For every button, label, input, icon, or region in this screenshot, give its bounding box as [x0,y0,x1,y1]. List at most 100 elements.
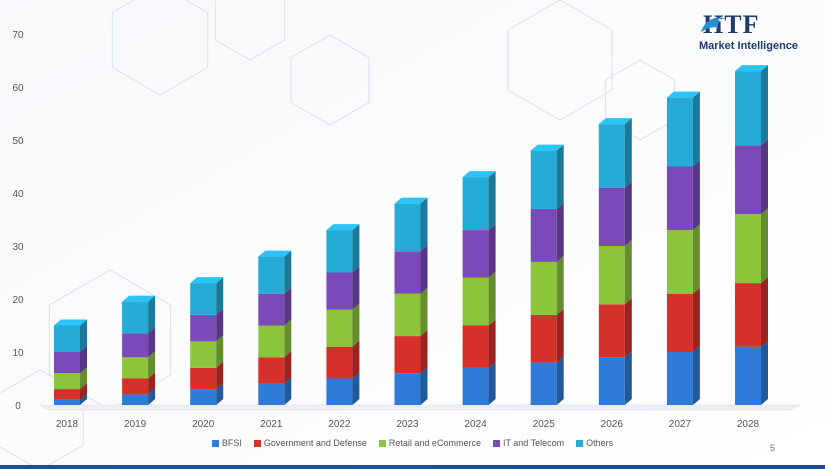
bar-segment-side [624,298,632,358]
y-tick-label: 40 [12,189,24,200]
bar-top-face [54,319,87,326]
bar-segment-side [420,197,428,252]
bar-top-face [394,197,428,204]
bar-stack-2020 [190,277,224,405]
bar-segment [666,293,693,352]
bar-segment [326,378,353,405]
bar-segment-side [624,118,632,188]
bar-segment-side [420,245,428,294]
y-tick-label: 10 [12,348,24,359]
bar-segment-side [488,319,496,368]
bar-segment-side [216,308,224,342]
bar-segment-side [624,181,632,246]
bar-segment [666,166,693,231]
legend-label: BFSI [221,438,242,448]
bar-segment [190,283,217,315]
bar-segment [326,272,353,310]
bar-segment [530,362,557,405]
legend-label: Retail and eCommerce [388,438,481,448]
legend-swatch [253,440,261,448]
bar-stack-2024 [462,171,496,405]
legend-swatch [492,440,500,448]
bar-segment-side [761,65,768,146]
bar-top-face [326,224,360,231]
legend-label: Government and Defense [263,438,367,448]
bar-segment [122,301,149,334]
bar-segment [122,394,149,405]
bar-segment [122,333,149,358]
bar-segment-side [352,303,360,347]
x-tick-label: 2020 [192,419,215,430]
bar-segment-side [488,224,496,278]
bar-segment [462,230,489,278]
bar-stack-2019 [122,295,156,405]
background-hexagon [290,34,370,126]
legend-item: BFSI [211,438,242,448]
bar-segment-side [488,171,496,231]
bar-segment [598,246,625,305]
y-tick-label: 60 [12,83,24,94]
bar-segment [394,251,421,294]
bar-stack-2023 [394,197,428,405]
bar-segment [54,352,80,374]
legend-swatch [211,440,219,448]
bar-segment [190,367,217,390]
bar-segment [122,378,149,395]
bar-segment [326,230,353,273]
bar-segment [54,325,80,352]
background-hexagon [604,59,676,141]
bar-segment-side [352,340,360,379]
bar-segment [462,177,489,231]
bar-top-face [735,65,768,72]
logo-subtitle: Market Intelligence [699,40,799,52]
legend-item: Retail and eCommerce [378,438,481,448]
x-tick-label: 2027 [669,419,692,430]
bar-top-face [122,295,156,302]
bar-segment [735,346,761,405]
bar-segment [530,208,557,262]
bar-segment-side [80,393,87,405]
bar-segment-side [420,367,428,405]
x-tick-label: 2023 [396,419,419,430]
bar-segment-side [284,319,292,358]
bar-segment [258,256,285,294]
x-tick-label: 2028 [737,419,760,430]
bar-segment-side [420,287,428,337]
bar-segment-side [692,160,700,231]
bar-stack-2018 [54,319,87,405]
bar-segment-side [80,367,87,390]
bar-segment [190,341,217,368]
bar-segment [462,325,489,368]
bar-segment [190,389,217,405]
bar-segment-side [148,351,156,379]
bar-segment [530,314,557,363]
floor-plane [38,404,801,411]
bar-segment-side [352,224,360,273]
bar-segment [122,357,149,379]
legend-item: Government and Defense [253,438,367,448]
x-tick-label: 2019 [124,419,147,430]
bar-segment-side [692,224,700,294]
y-tick-label: 20 [12,295,24,306]
background-hexagon [507,0,613,121]
x-tick-label: 2026 [601,419,624,430]
bar-top-face [530,144,564,151]
bar-segment [462,367,489,405]
bar-top-face [598,118,632,125]
bar-segment [598,124,625,188]
bar-segment [190,314,217,342]
bar-segment [258,293,285,326]
bar-segment [735,71,761,146]
bar-segment [326,309,353,347]
bar-stack-2021 [258,250,292,405]
bar-segment-side [761,139,768,215]
bar-segment-side [556,255,564,315]
bar-top-face [462,171,496,178]
bar-segment-side [284,250,292,294]
bar-segment-side [761,208,768,284]
bar-segment-side [216,361,224,390]
bar-segment-side [148,372,156,395]
bar-stack-2025 [530,144,564,405]
bar-segment-side [284,377,292,405]
